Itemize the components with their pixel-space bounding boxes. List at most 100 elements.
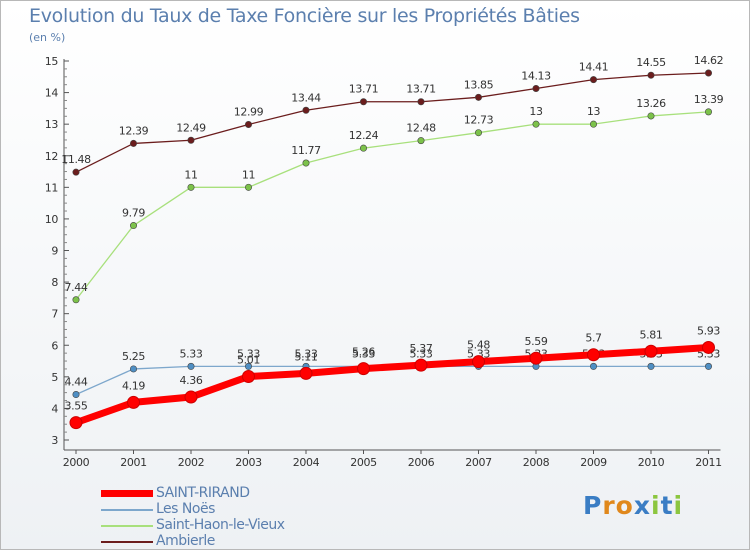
data-point-ambierle	[72, 168, 80, 176]
series-line-saint-rirand	[72, 343, 712, 427]
chart-title: Evolution du Taux de Taxe Foncière sur l…	[29, 5, 580, 27]
data-label-les-no-s: 4.44	[65, 376, 88, 389]
logo-letter: P	[583, 491, 603, 520]
data-point-ambierle	[417, 98, 425, 106]
y-tick-label: 9	[51, 245, 58, 258]
y-tick-label: 10	[45, 213, 59, 226]
data-point-saint-haon-le-vieux	[359, 144, 367, 152]
logo-letter: r	[602, 491, 616, 520]
data-point-ambierle	[474, 93, 482, 101]
data-point-ambierle	[245, 120, 253, 128]
data-point-saint-haon-le-vieux	[187, 183, 195, 191]
data-point-saint-rirand	[357, 362, 370, 376]
x-tick-label: 2001	[120, 456, 146, 469]
data-label-ambierle: 11.48	[61, 153, 91, 166]
data-label-ambierle: 13.44	[291, 91, 321, 104]
x-tick-label: 2000	[63, 456, 90, 469]
data-point-ambierle	[187, 136, 195, 144]
data-label-saint-rirand: 5.7	[585, 332, 602, 345]
data-point-saint-haon-le-vieux	[302, 159, 310, 167]
data-point-ambierle	[302, 106, 310, 114]
data-point-ambierle	[532, 84, 540, 92]
y-tick-label: 11	[45, 181, 58, 194]
data-point-ambierle	[359, 98, 367, 106]
logo-letter: o	[615, 491, 634, 520]
series-line-les-no-s	[75, 365, 710, 396]
data-label-ambierle: 14.62	[694, 54, 724, 67]
x-tick-label: 2003	[235, 456, 262, 469]
data-point-saint-haon-le-vieux	[417, 137, 425, 145]
y-tick-label: 8	[51, 276, 58, 289]
data-label-saint-haon-le-vieux: 7.44	[65, 281, 88, 294]
data-point-saint-rirand	[69, 416, 83, 430]
data-point-saint-rirand	[242, 370, 255, 384]
data-label-saint-rirand: 5.48	[467, 339, 490, 352]
y-tick-label: 12	[45, 150, 58, 163]
y-tick-label: 5	[51, 371, 58, 384]
data-point-saint-haon-le-vieux	[245, 183, 253, 191]
legend-swatch-ambierle	[101, 541, 153, 543]
data-label-saint-rirand: 5.01	[237, 354, 260, 367]
x-tick-label: 2008	[523, 456, 550, 469]
data-point-ambierle	[704, 69, 712, 77]
data-point-saint-haon-le-vieux	[647, 112, 655, 120]
x-tick-label: 2009	[580, 456, 607, 469]
logo-letter: i	[673, 491, 684, 520]
data-label-les-no-s: 5.33	[467, 347, 490, 360]
x-tick-label: 2007	[465, 456, 492, 469]
data-label-saint-haon-le-vieux: 11	[184, 168, 197, 181]
data-point-saint-rirand	[587, 348, 600, 362]
data-label-ambierle: 13.85	[464, 78, 494, 91]
data-label-ambierle: 14.55	[636, 56, 666, 69]
data-label-ambierle: 13.71	[406, 83, 436, 96]
series-line-ambierle	[75, 72, 710, 173]
data-label-ambierle: 14.13	[521, 69, 551, 82]
x-tick-label: 2006	[408, 456, 435, 469]
data-label-saint-rirand: 5.93	[697, 324, 720, 337]
data-point-saint-rirand	[472, 355, 485, 369]
legend-swatch-saint-rirand	[101, 490, 153, 497]
legend-label-les-noes: Les Noës	[156, 501, 215, 517]
x-tick-label: 2002	[178, 456, 204, 469]
data-label-saint-rirand: 5.81	[640, 328, 663, 341]
x-tick-label: 2005	[350, 456, 377, 469]
data-point-les-no-s	[187, 362, 195, 370]
data-point-ambierle	[130, 139, 138, 147]
data-label-saint-haon-le-vieux: 12.48	[406, 122, 436, 135]
data-point-saint-haon-le-vieux	[474, 129, 482, 137]
data-label-saint-rirand: 5.26	[352, 346, 375, 359]
y-tick-label: 6	[51, 339, 58, 352]
data-label-ambierle: 12.49	[176, 121, 206, 134]
data-point-saint-rirand	[702, 340, 715, 354]
data-point-ambierle	[589, 76, 597, 84]
data-label-saint-rirand: 4.36	[180, 374, 203, 387]
logo-letter: t	[660, 491, 674, 520]
data-point-les-no-s	[647, 362, 655, 370]
legend-swatch-saint-haon-le-vieux	[101, 525, 153, 527]
y-tick-label: 15	[45, 55, 59, 68]
y-tick-label: 3	[51, 434, 58, 447]
legend-swatch-les-noes	[101, 509, 153, 511]
chart-subtitle: (en %)	[29, 31, 66, 44]
data-point-saint-rirand	[127, 395, 140, 409]
data-label-ambierle: 12.39	[119, 124, 149, 137]
data-label-les-no-s: 5.33	[237, 347, 260, 360]
data-label-saint-rirand: 5.37	[410, 342, 433, 355]
data-label-saint-haon-le-vieux: 13	[529, 105, 543, 118]
data-label-ambierle: 14.41	[579, 61, 609, 74]
data-label-les-no-s: 5.33	[180, 347, 203, 360]
data-label-les-no-s: 5.33	[352, 347, 375, 360]
data-point-saint-rirand	[529, 351, 543, 365]
data-point-saint-haon-le-vieux	[589, 120, 597, 128]
y-tick-label: 4	[51, 402, 58, 415]
legend-label-ambierle: Ambierle	[156, 533, 215, 549]
data-label-saint-haon-le-vieux: 11	[242, 168, 255, 181]
data-label-les-no-s: 5.33	[295, 347, 318, 360]
data-label-saint-haon-le-vieux: 12.73	[464, 114, 494, 127]
legend-label-saint-haon-le-vieux: Saint-Haon-le-Vieux	[156, 517, 285, 533]
data-label-saint-haon-le-vieux: 13.26	[636, 97, 666, 110]
data-label-saint-rirand: 3.55	[65, 400, 88, 413]
data-point-les-no-s	[72, 391, 80, 399]
data-point-ambierle	[647, 71, 655, 79]
